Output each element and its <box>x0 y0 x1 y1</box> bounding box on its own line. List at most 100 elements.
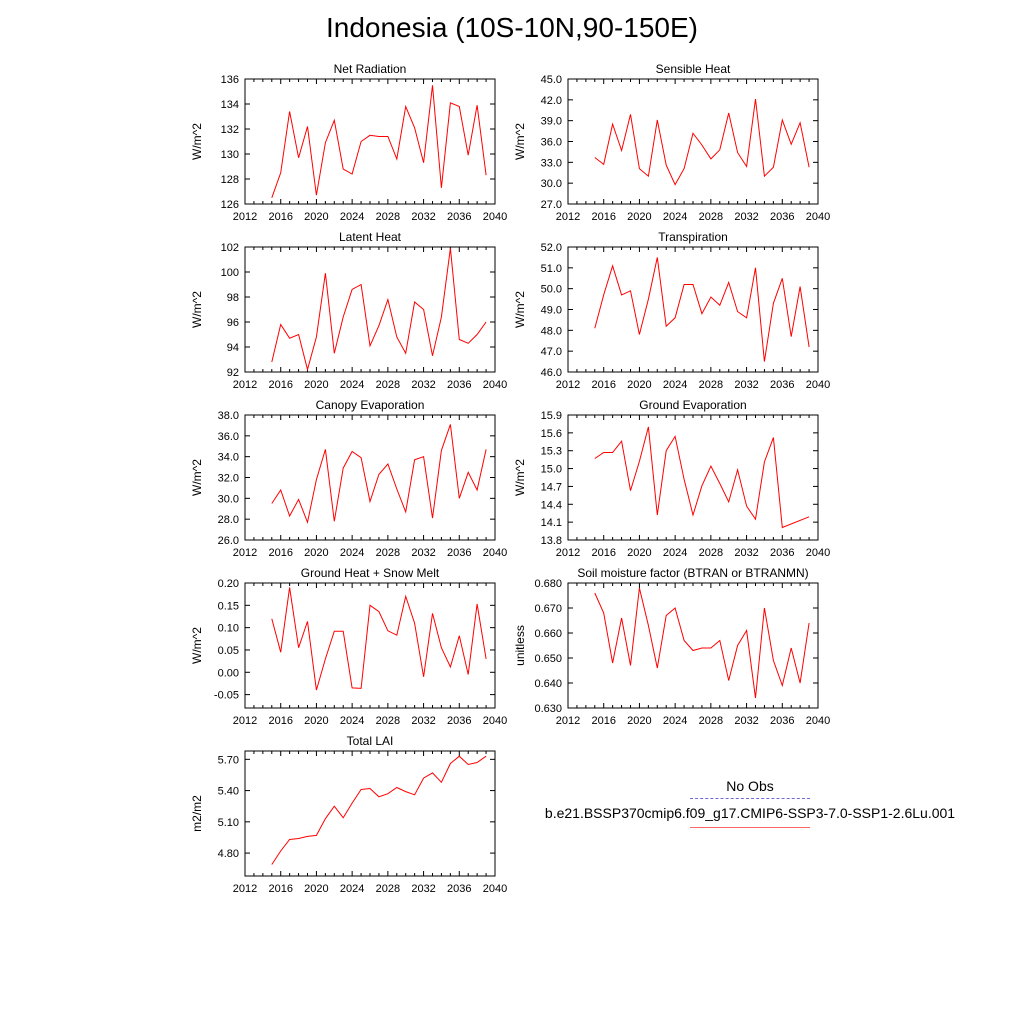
y-tick-label: 0.630 <box>534 703 562 715</box>
plot-frame <box>244 414 496 541</box>
y-tick-label: 96 <box>227 317 239 329</box>
x-tick-label: 2028 <box>376 547 400 559</box>
legend-obs-line <box>690 798 810 799</box>
x-tick-label: 2020 <box>304 715 328 727</box>
x-tick-label: 2028 <box>699 715 723 727</box>
x-tick-label: 2012 <box>556 211 580 223</box>
panel-title: Soil moisture factor (BTRAN or BTRANMN) <box>577 566 808 580</box>
x-tick-label: 2032 <box>411 715 435 727</box>
x-tick-label: 2012 <box>556 547 580 559</box>
x-tick-label: 2040 <box>483 379 507 391</box>
series-line <box>594 426 810 529</box>
series-line <box>271 85 487 198</box>
panel-2: Sensible Heat W/m^2 2012 2016 2020 2024 2028 20… <box>513 62 830 223</box>
y-tick-label: 0.680 <box>534 578 562 590</box>
x-tick-label: 2024 <box>663 379 687 391</box>
y-tick-label: 0.640 <box>534 678 562 690</box>
plot-frame <box>567 246 819 373</box>
x-tick-label: 2012 <box>233 211 257 223</box>
y-tick-label: 0.05 <box>218 645 239 657</box>
y-axis-label: W/m^2 <box>190 291 204 328</box>
y-tick-label: 15.9 <box>541 410 562 422</box>
y-axis-label: W/m^2 <box>513 123 527 160</box>
x-tick-label: 2028 <box>699 211 723 223</box>
y-axis-label: W/m^2 <box>190 459 204 496</box>
x-tick-label: 2036 <box>770 211 794 223</box>
y-tick-label: 0.660 <box>534 628 562 640</box>
series-line <box>271 424 487 525</box>
y-tick-label: 14.4 <box>541 499 562 511</box>
panel-1: Net Radiation W/m^2 2012 2016 2020 2024 2028 20… <box>190 62 507 223</box>
y-tick-label: 45.0 <box>541 74 562 86</box>
series-line <box>594 257 810 362</box>
y-tick-label: 0.20 <box>218 578 239 590</box>
x-tick-label: 2016 <box>268 211 292 223</box>
legend-model-line <box>690 827 810 828</box>
x-tick-label: 2036 <box>770 547 794 559</box>
x-tick-label: 2036 <box>770 715 794 727</box>
x-tick-label: 2020 <box>304 379 328 391</box>
y-tick-label: 92 <box>227 367 239 379</box>
y-tick-label: 27.0 <box>541 199 562 211</box>
x-tick-label: 2032 <box>734 547 758 559</box>
plot-frame <box>567 78 819 205</box>
x-tick-label: 2016 <box>268 883 292 895</box>
y-tick-label: 28.0 <box>218 514 239 526</box>
y-tick-label: 14.7 <box>541 481 562 493</box>
panel-7: Ground Heat + Snow Melt W/m^2 2012 2016 2020… <box>190 566 507 727</box>
x-tick-label: 2024 <box>340 547 364 559</box>
panel-title: Ground Evaporation <box>639 398 746 412</box>
y-tick-label: 26.0 <box>218 535 239 547</box>
y-tick-label: 0.670 <box>534 603 562 615</box>
x-tick-label: 2032 <box>411 883 435 895</box>
x-tick-label: 2028 <box>699 379 723 391</box>
y-tick-label: 38.0 <box>218 410 239 422</box>
panel-8: Soil moisture factor (BTRAN or BTRANMN) u… <box>513 566 830 727</box>
y-axis-label: m2/m2 <box>190 795 204 832</box>
x-tick-label: 2016 <box>268 547 292 559</box>
panel-title: Transpiration <box>658 230 728 244</box>
x-tick-label: 2032 <box>411 547 435 559</box>
plot-frame <box>244 750 496 877</box>
x-tick-label: 2012 <box>233 883 257 895</box>
y-tick-label: 5.70 <box>218 754 239 766</box>
x-tick-label: 2040 <box>483 547 507 559</box>
x-tick-label: 2040 <box>806 211 830 223</box>
x-tick-label: 2016 <box>591 547 615 559</box>
x-tick-label: 2012 <box>233 715 257 727</box>
series-line <box>271 248 487 372</box>
x-tick-label: 2020 <box>627 715 651 727</box>
x-tick-label: 2036 <box>447 547 471 559</box>
x-tick-label: 2016 <box>591 715 615 727</box>
series-line <box>594 587 810 699</box>
y-tick-label: 4.80 <box>218 848 239 860</box>
x-tick-label: 2024 <box>340 211 364 223</box>
x-tick-label: 2036 <box>447 379 471 391</box>
x-tick-label: 2024 <box>663 211 687 223</box>
y-tick-label: 134 <box>221 99 239 111</box>
panel-title: Latent Heat <box>339 230 402 244</box>
x-tick-label: 2028 <box>376 715 400 727</box>
y-tick-label: 50.0 <box>541 284 562 296</box>
plot-frame <box>244 78 496 205</box>
x-tick-label: 2016 <box>591 211 615 223</box>
y-tick-label: -0.05 <box>214 690 239 702</box>
y-tick-label: 132 <box>221 124 239 136</box>
x-tick-label: 2016 <box>268 715 292 727</box>
y-axis-label: W/m^2 <box>190 627 204 664</box>
x-tick-label: 2024 <box>340 715 364 727</box>
plot-frame <box>567 582 819 709</box>
panel-title: Ground Heat + Snow Melt <box>301 566 440 580</box>
x-tick-label: 2020 <box>627 547 651 559</box>
y-tick-label: 15.0 <box>541 464 562 476</box>
y-tick-label: 49.0 <box>541 305 562 317</box>
x-tick-label: 2040 <box>806 379 830 391</box>
panel-title: Sensible Heat <box>656 62 731 76</box>
panel-3: Latent Heat W/m^2 2012 2016 2020 2024 2028 2032… <box>190 230 507 391</box>
series-line <box>271 587 487 691</box>
y-tick-label: 136 <box>221 74 239 86</box>
x-tick-label: 2036 <box>447 211 471 223</box>
legend-obs-label: No Obs <box>726 778 774 794</box>
y-tick-label: 51.0 <box>541 263 562 275</box>
